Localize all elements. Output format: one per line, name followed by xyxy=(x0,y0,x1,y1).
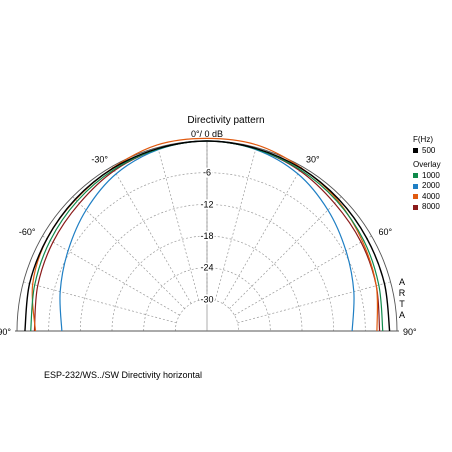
chart-footer: ESP-232/WS../SW Directivity horizontal xyxy=(44,370,203,380)
grid-spoke xyxy=(23,281,177,324)
grid-spoke xyxy=(214,147,257,301)
legend-label-overlay-0: 1000 xyxy=(422,170,440,180)
vertical-label-letter: T xyxy=(399,299,405,309)
angle-tick-label: -30° xyxy=(91,155,108,165)
legend-swatch-overlay-0 xyxy=(413,173,418,179)
grid-spoke xyxy=(229,196,342,309)
radial-tick-label: -30 xyxy=(200,294,213,304)
radial-tick-label: -24 xyxy=(200,263,213,273)
legend-overlay-title: Overlay xyxy=(413,160,441,169)
legend-swatch-overlay-1 xyxy=(413,183,418,189)
grid-spoke xyxy=(237,281,391,324)
radial-tick-label: -18 xyxy=(200,231,213,241)
radial-tick-bg xyxy=(199,294,215,305)
radial-tick-label: -12 xyxy=(200,199,213,209)
radial-tick-bg xyxy=(199,262,215,273)
legend-title: F(Hz) xyxy=(413,135,433,144)
legend-label-main: 500 xyxy=(422,145,436,155)
radial-tick-bg xyxy=(199,231,215,241)
vertical-label-letter: A xyxy=(398,310,405,320)
radial-tick-label: -6 xyxy=(203,168,211,178)
legend-swatch-main xyxy=(413,148,418,154)
legend-item-overlay: 1000 xyxy=(413,171,441,182)
radial-tick-bg xyxy=(201,167,213,178)
legend-swatch-overlay-2 xyxy=(413,194,418,200)
legend-label-overlay-3: 8000 xyxy=(422,202,440,211)
legend-swatch-overlay-3 xyxy=(413,204,418,210)
grid-ring xyxy=(79,204,335,332)
chart-title: Directivity pattern xyxy=(187,115,265,126)
series-group xyxy=(24,137,391,332)
legend-item-overlay: 4000 xyxy=(413,192,441,203)
legend-item-main: 500 xyxy=(413,146,441,157)
grid-ring xyxy=(143,267,271,332)
legend-label-overlay-2: 4000 xyxy=(422,191,440,201)
angle-tick-label: -90° xyxy=(0,327,11,337)
angle-tick-label: 0°/ 0 dB xyxy=(191,129,223,139)
angle-tick-label: -60° xyxy=(19,227,36,237)
vertical-label-letter: A xyxy=(398,277,405,287)
legend-label-overlay-1: 2000 xyxy=(422,181,440,190)
legend: F(Hz) 500 Overlay 1000 2000 4000 8000 xyxy=(413,135,441,213)
angle-tick-label: 90° xyxy=(403,327,417,337)
series-line-500 xyxy=(24,140,391,332)
legend-item-overlay: 2000 xyxy=(413,181,441,192)
angle-tick-label: 60° xyxy=(378,227,392,237)
axis-labels: -6 -12 -18 -24 -30 -90° -60° -30° 0°/ 0 dB 30° 60°… xyxy=(0,129,417,337)
angle-tick-label: 30° xyxy=(306,155,320,165)
vertical-label-letter: R xyxy=(398,288,406,298)
grid-spoke xyxy=(157,147,200,301)
radial-tick-bg xyxy=(199,199,215,210)
grid-spoke xyxy=(72,196,185,309)
legend-item-overlay: 8000 xyxy=(413,202,441,213)
